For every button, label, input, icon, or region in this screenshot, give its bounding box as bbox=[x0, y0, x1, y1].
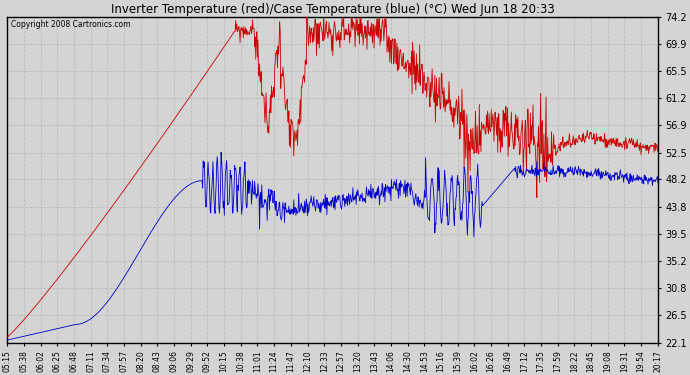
Title: Inverter Temperature (red)/Case Temperature (blue) (°C) Wed Jun 18 20:33: Inverter Temperature (red)/Case Temperat… bbox=[110, 3, 555, 16]
Text: Copyright 2008 Cartronics.com: Copyright 2008 Cartronics.com bbox=[10, 20, 130, 29]
